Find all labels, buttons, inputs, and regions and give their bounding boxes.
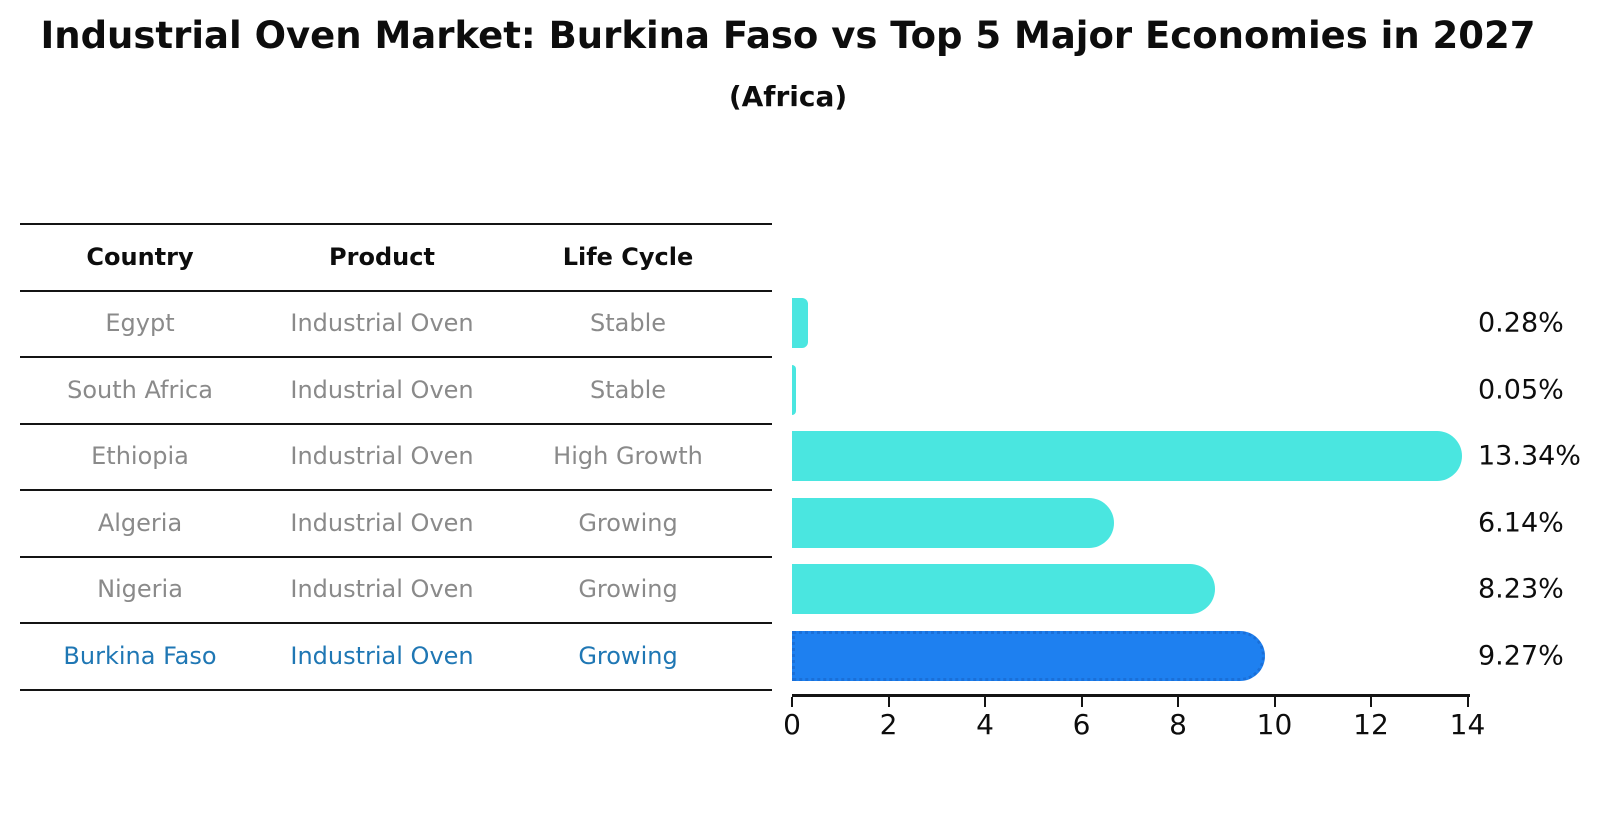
- row-separator: [20, 556, 772, 558]
- value-label: 0.28%: [1478, 307, 1564, 339]
- value-label: 9.27%: [1478, 640, 1564, 671]
- table-cell: Burkina Faso: [63, 641, 217, 670]
- table-header-cell: Country: [86, 242, 194, 271]
- table-cell: Industrial Oven: [290, 575, 474, 603]
- table-cell: Algeria: [97, 508, 183, 537]
- bar: [792, 431, 1462, 481]
- bar: [792, 497, 1115, 548]
- value-label: 13.34%: [1478, 440, 1581, 472]
- table-cell: Nigeria: [97, 575, 183, 603]
- x-tick-label: 2: [879, 708, 898, 741]
- table-cell: Industrial Oven: [290, 309, 474, 337]
- x-tick-mark: [984, 697, 986, 707]
- x-axis: [792, 694, 1470, 697]
- table-cell: Growing: [578, 575, 678, 603]
- x-tick-mark: [887, 697, 890, 707]
- chart-title: Industrial Oven Market: Burkina Faso vs …: [40, 14, 1536, 57]
- bar: [792, 364, 797, 415]
- x-tick-mark: [1370, 697, 1372, 707]
- table-cell: High Growth: [553, 442, 703, 470]
- x-tick-label: 14: [1449, 708, 1486, 741]
- table-cell: Stable: [589, 375, 667, 404]
- bar: [792, 564, 1216, 614]
- row-separator: [20, 622, 772, 624]
- x-tick-label: 6: [1072, 708, 1091, 741]
- x-tick-mark: [1466, 697, 1469, 707]
- value-label: 0.05%: [1478, 374, 1564, 405]
- x-tick-mark: [1177, 697, 1179, 707]
- table-cell: Ethiopia: [91, 442, 189, 470]
- x-tick-label: 8: [1169, 708, 1187, 741]
- x-tick-mark: [1273, 697, 1276, 707]
- row-separator: [20, 290, 772, 292]
- table-cell: Egypt: [105, 309, 175, 337]
- table-header-cell: Product: [329, 242, 435, 271]
- row-separator: [20, 423, 772, 425]
- table-cell: Growing: [578, 641, 678, 670]
- highlighted-bar: [792, 630, 1266, 681]
- table-cell: Industrial Oven: [290, 442, 474, 470]
- bar: [792, 298, 808, 348]
- chart-subtitle: (Africa): [728, 80, 848, 113]
- row-separator: [20, 689, 772, 691]
- row-separator: [20, 356, 772, 358]
- table-cell: Industrial Oven: [290, 375, 474, 404]
- table-cell: Industrial Oven: [290, 641, 474, 670]
- x-tick-label: 4: [976, 708, 994, 741]
- table-cell: Stable: [589, 309, 667, 337]
- x-tick-label: 12: [1353, 708, 1389, 741]
- x-tick-label: 10: [1256, 708, 1293, 741]
- table-header-cell: Life Cycle: [562, 242, 694, 271]
- table-cell: Industrial Oven: [290, 508, 474, 537]
- x-tick-mark: [791, 697, 793, 707]
- value-label: 6.14%: [1478, 507, 1564, 538]
- table-cell: South Africa: [67, 375, 213, 404]
- x-tick-mark: [1080, 697, 1083, 707]
- value-label: 8.23%: [1478, 573, 1564, 605]
- table-cell: Growing: [578, 508, 678, 537]
- row-separator: [20, 489, 772, 491]
- row-separator: [20, 223, 772, 225]
- x-tick-label: 0: [783, 708, 801, 741]
